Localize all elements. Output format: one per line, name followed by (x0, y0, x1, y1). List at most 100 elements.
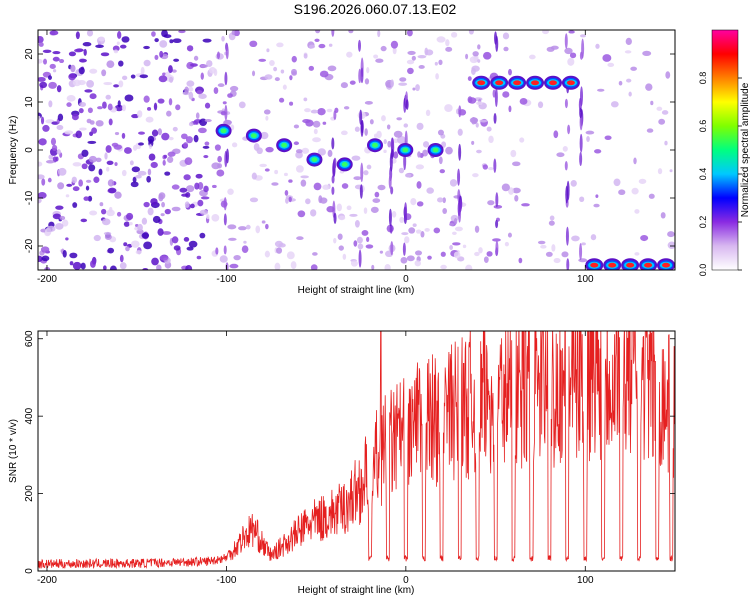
spectrogram-cell (87, 107, 93, 114)
colorbar-tick-label: 0.0 (698, 264, 708, 277)
spectrogram-cell (495, 240, 499, 256)
spectrogram-cell (52, 69, 57, 73)
spectrogram-cell (439, 169, 445, 174)
spectrogram-cell (129, 160, 134, 166)
spectrogram-cell (241, 245, 249, 254)
spectrogram-cell (356, 236, 363, 244)
x-tick-label: -200 (37, 575, 57, 586)
tone-blob (548, 80, 557, 86)
spectrogram-cell (147, 207, 154, 216)
x-tick-label: 100 (577, 274, 594, 285)
spectrogram-cell (567, 57, 575, 66)
spectrogram-cell (159, 40, 168, 48)
spectrogram-cell (291, 55, 297, 63)
spectrogram-cell (171, 69, 177, 73)
spectrogram-cell (118, 60, 124, 67)
spectrogram-cell (188, 121, 194, 127)
spectrogram-cell (227, 188, 234, 195)
spectrogram-cell (113, 84, 120, 88)
spectrogram-cell (105, 94, 111, 100)
spectrogram-cell (121, 132, 126, 139)
spectrogram-cell (488, 167, 494, 171)
spectrogram-cell (660, 212, 666, 219)
spectrogram-cell (217, 163, 222, 169)
spectrogram-cell (78, 108, 84, 114)
spectrogram-cell (476, 101, 483, 106)
spectrogram-cell (114, 191, 122, 199)
spectrogram-cell (454, 226, 463, 232)
spectrogram-cell (89, 210, 98, 216)
spectrogram-cell (578, 258, 588, 263)
spectrogram-cell (229, 263, 239, 269)
spectrogram-cell (166, 110, 172, 117)
spectrogram-cell (46, 225, 56, 232)
spectrogram-cell (360, 67, 364, 84)
spectrogram-cell (59, 59, 65, 64)
spectrogram-cell (162, 159, 166, 166)
spectrogram-cell (199, 209, 209, 215)
tone-blob (432, 147, 439, 153)
spectrogram-cell (98, 36, 105, 42)
spectrogram-cell (514, 194, 519, 202)
spectrogram-cell (349, 80, 356, 85)
spectrogram-cell (349, 213, 358, 217)
spectrogram-xlabel: Height of straight line (km) (298, 285, 415, 296)
spectrogram-cell (276, 247, 283, 254)
spectrogram-cell (233, 254, 241, 261)
spectrogram-cell (418, 65, 425, 69)
spectrogram-cell (95, 44, 104, 49)
figure-title: S196.2026.060.07.13.E02 (294, 1, 457, 17)
spectrogram-cell (436, 36, 446, 43)
spectrogram-cell (208, 67, 217, 74)
spectrogram-cell (188, 240, 198, 248)
spectrogram-cell (160, 213, 165, 217)
spectrogram-cell (238, 101, 246, 109)
spectrogram-cell (197, 199, 204, 207)
spectrogram-cell (412, 223, 417, 227)
spectrogram-cell (404, 173, 412, 178)
spectrogram-cell (301, 147, 310, 154)
spectrogram-cell (566, 258, 570, 270)
spectrogram-cell (114, 104, 124, 112)
x-tick-label: -100 (216, 575, 236, 586)
spectrogram-cell (217, 155, 222, 163)
spectrogram-ylabel: Frequency (Hz) (8, 116, 19, 185)
spectrogram-cell (343, 106, 350, 110)
spectrogram-cell (384, 263, 391, 270)
spectrogram-cell (196, 255, 202, 260)
spectrogram-cell (164, 208, 171, 215)
spectrogram-cell (274, 240, 283, 248)
spectrogram-cell (304, 108, 311, 113)
spectrogram-cell (415, 84, 420, 92)
spectrogram-cell (625, 37, 632, 46)
spectrogram-cell (503, 46, 509, 52)
spectrogram-cell (135, 250, 142, 255)
spectrogram-cell (638, 178, 647, 184)
spectrogram-cell (280, 69, 285, 74)
spectrogram-cell (51, 144, 58, 151)
spectrogram-cell (206, 214, 210, 220)
spectrogram-cell (293, 141, 300, 146)
spectrogram-cell (465, 264, 473, 270)
spectrogram-cell (83, 196, 90, 201)
spectrogram-cell (101, 208, 107, 215)
spectrogram-cell (223, 119, 232, 125)
spectrogram-cell (415, 164, 424, 170)
spectrogram-cell (403, 123, 409, 128)
spectrogram-cell (295, 151, 303, 159)
spectrogram-cell (183, 174, 191, 181)
spectrogram-cell (388, 174, 392, 189)
spectrogram-cell (81, 149, 89, 158)
spectrogram-cell (117, 100, 121, 108)
spectrogram-cell (308, 65, 315, 71)
spectrogram-cell (469, 56, 479, 64)
spectrogram-cell (393, 151, 399, 159)
spectrogram-cell (204, 102, 211, 109)
spectrogram-cell (265, 223, 269, 230)
spectrogram-cell (79, 58, 87, 63)
spectrogram-cell (353, 240, 358, 247)
spectrogram-cell (488, 135, 494, 144)
spectrogram-cell (493, 113, 497, 124)
spectrogram-cell (168, 98, 173, 106)
spectrogram-cell (169, 39, 174, 44)
